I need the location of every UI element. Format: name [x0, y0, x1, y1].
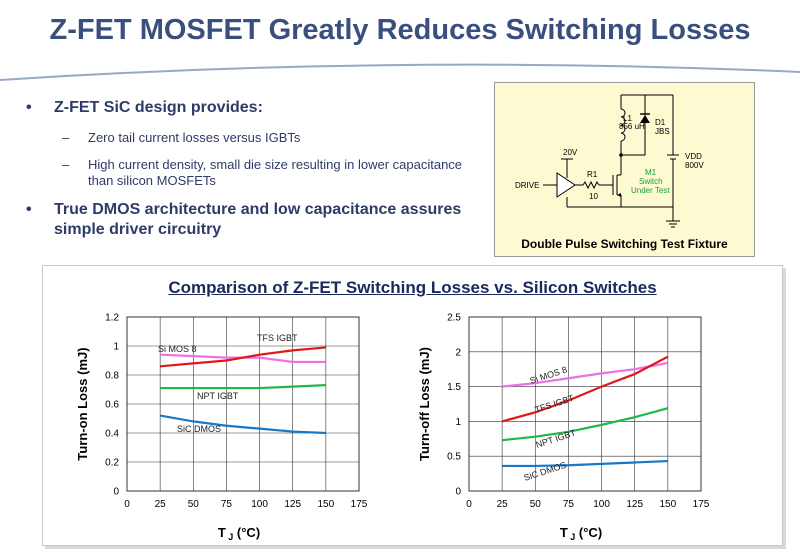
- chart-panel: Comparison of Z-FET Switching Losses vs.…: [42, 265, 783, 546]
- y-tick-label: 2: [455, 347, 461, 358]
- y-tick-label: 2.5: [447, 313, 461, 324]
- chart-canvas: 0 25 50 75 100 125 150 17500.20.40.60.811.2Turn…: [75, 313, 710, 543]
- y-tick-label: 0: [113, 487, 119, 498]
- y-tick-label: 0.8: [105, 371, 119, 382]
- x-tick-label: 125: [626, 499, 643, 510]
- series-line-npt-igbt: [502, 407, 669, 442]
- series-label-npt-igbt: NPT IGBT: [535, 427, 578, 449]
- x-tick-label: 25: [155, 499, 167, 510]
- bullet-dot: •: [26, 201, 32, 218]
- label-m1: M1: [645, 168, 657, 177]
- x-tick-label: 25: [497, 499, 509, 510]
- x-tick-label: 150: [318, 499, 335, 510]
- series-label-si-mos-8: Si MOS 8: [529, 364, 569, 385]
- label-drive: DRIVE: [515, 181, 539, 190]
- label-m1-switch: Switch: [639, 177, 663, 186]
- label-gate-voltage: 20V: [563, 148, 578, 157]
- y-tick-label: 0.6: [105, 400, 119, 411]
- x-tick-label: 0: [466, 499, 472, 510]
- x-tick-label: 125: [284, 499, 301, 510]
- label-m1-under-test: Under Test: [631, 186, 670, 195]
- y-tick-label: 1.2: [105, 313, 119, 324]
- x-tick-label: 100: [593, 499, 610, 510]
- sub-bullet-text: High current density, small die size res…: [88, 157, 463, 188]
- bullet-dot: •: [26, 99, 32, 116]
- title-divider: [0, 63, 800, 81]
- series-line-tfs-igbt: [501, 355, 669, 423]
- series-label-npt-igbt: NPT IGBT: [197, 391, 239, 401]
- y-tick-label: 0.4: [105, 429, 119, 440]
- bullet-list: • Z-FET SiC design provides: – Zero tail…: [26, 98, 471, 252]
- x-axis-label: T J (°C): [560, 525, 602, 542]
- label-vdd: VDD: [685, 152, 702, 161]
- series-line-sic-dmos: [502, 459, 668, 468]
- series-line-npt-igbt: [160, 384, 326, 390]
- x-tick-label: 150: [660, 499, 677, 510]
- chart-title: Comparison of Z-FET Switching Losses vs.…: [168, 278, 657, 297]
- x-tick-label: 50: [188, 499, 200, 510]
- sub-bullet-dash: –: [62, 130, 70, 145]
- x-tick-label: 100: [251, 499, 268, 510]
- series-label-si-mos-8: Si MOS 8: [158, 344, 197, 354]
- series-line-tfs-igbt: [160, 346, 326, 368]
- fixture-caption: Double Pulse Switching Test Fixture: [521, 237, 728, 251]
- circuit-diagram: L1 856 uH D1 JBS 20V R1 10 DRIVE M1 Swit…: [515, 94, 704, 228]
- plot-frame: [468, 316, 702, 492]
- y-axis-label: Turn-off Loss (mJ): [417, 347, 432, 461]
- series-label-sic-dmos: SiC DMOS: [177, 424, 221, 434]
- label-l1-value: 856 uH: [619, 122, 645, 131]
- sub-bullet-text: Zero tail current losses versus IGBTs: [88, 130, 301, 145]
- bullet-dmos-architecture: • True DMOS architecture and low capacit…: [26, 200, 471, 240]
- x-axis-label: T J (°C): [218, 525, 260, 542]
- y-tick-label: 0.2: [105, 458, 119, 469]
- sub-bullet-current-density: – High current density, small die size r…: [26, 157, 471, 189]
- series-label-tfs-igbt: TFS IGBT: [534, 393, 576, 415]
- x-tick-label: 75: [563, 499, 575, 510]
- y-axis-label: Turn-on Loss (mJ): [75, 347, 90, 460]
- label-d1: D1: [655, 118, 666, 127]
- label-d1-type: JBS: [655, 127, 670, 136]
- sub-bullet-tail-current: – Zero tail current losses versus IGBTs: [26, 130, 471, 146]
- x-tick-label: 175: [351, 499, 368, 510]
- y-tick-label: 0.5: [447, 452, 461, 463]
- bullet-text: True DMOS architecture and low capacitan…: [54, 201, 462, 238]
- chart-turn-on: 0 25 50 75 100 125 150 175 0 0.2 0.4 0.6 0.8 1 1.2 Turn…: [75, 313, 368, 543]
- test-fixture-schematic: L1 856 uH D1 JBS 20V R1 10 DRIVE M1 Swit…: [494, 82, 755, 257]
- label-r1: R1: [587, 170, 598, 179]
- y-tick-label: 0: [455, 487, 461, 498]
- x-tick-label: 0: [124, 499, 130, 510]
- page-title: Z-FET MOSFET Greatly Reduces Switching L…: [49, 14, 751, 46]
- bullet-sic-design: • Z-FET SiC design provides:: [26, 98, 471, 118]
- x-tick-label: 75: [221, 499, 233, 510]
- label-l1: L1: [623, 114, 632, 123]
- series-label-tfs-igbt: TFS IGBT: [257, 333, 298, 343]
- y-tick-label: 1: [455, 417, 461, 428]
- y-tick-label: 1: [113, 342, 119, 353]
- series-line-sic-dmos: [159, 414, 326, 435]
- bullet-text: Z-FET SiC design provides:: [54, 99, 263, 116]
- chart-turn-off: 0 25 50 75 100 125 150 175 0 0.5 1 1.5 2 2.5 Turn-off …: [417, 313, 710, 543]
- series-label-sic-dmos: SiC DMOS: [523, 460, 568, 483]
- sub-bullet-dash: –: [62, 157, 70, 172]
- plot-frame: [126, 316, 360, 492]
- series-line-si-mos-8: [502, 361, 669, 388]
- x-tick-label: 175: [693, 499, 710, 510]
- y-tick-label: 1.5: [447, 382, 461, 393]
- label-vdd-value: 800V: [685, 161, 704, 170]
- x-tick-label: 50: [530, 499, 542, 510]
- label-r1-value: 10: [589, 192, 598, 201]
